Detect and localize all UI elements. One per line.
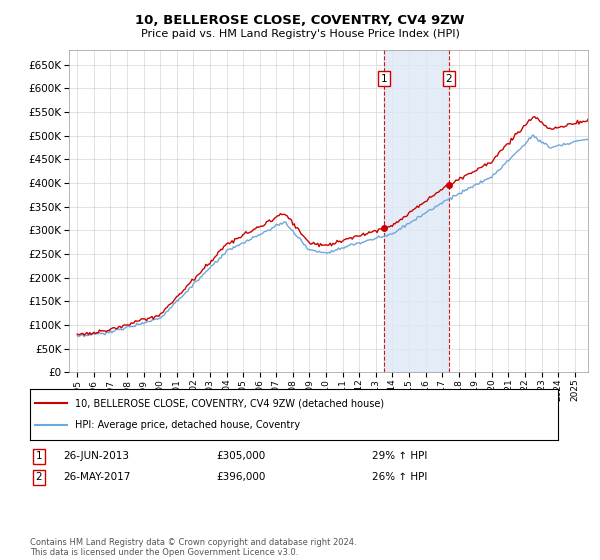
Text: 10, BELLEROSE CLOSE, COVENTRY, CV4 9ZW: 10, BELLEROSE CLOSE, COVENTRY, CV4 9ZW xyxy=(135,14,465,27)
Text: Contains HM Land Registry data © Crown copyright and database right 2024.
This d: Contains HM Land Registry data © Crown c… xyxy=(30,538,356,557)
Text: 26-JUN-2013: 26-JUN-2013 xyxy=(63,451,129,461)
Text: £305,000: £305,000 xyxy=(216,451,265,461)
Text: 2: 2 xyxy=(446,74,452,84)
Text: Price paid vs. HM Land Registry's House Price Index (HPI): Price paid vs. HM Land Registry's House … xyxy=(140,29,460,39)
Text: HPI: Average price, detached house, Coventry: HPI: Average price, detached house, Cove… xyxy=(75,421,300,431)
Text: 29% ↑ HPI: 29% ↑ HPI xyxy=(372,451,427,461)
Text: 26% ↑ HPI: 26% ↑ HPI xyxy=(372,472,427,482)
Text: 2: 2 xyxy=(35,472,43,482)
Text: 1: 1 xyxy=(380,74,387,84)
Text: £396,000: £396,000 xyxy=(216,472,265,482)
Text: 1: 1 xyxy=(35,451,43,461)
Text: 10, BELLEROSE CLOSE, COVENTRY, CV4 9ZW (detached house): 10, BELLEROSE CLOSE, COVENTRY, CV4 9ZW (… xyxy=(75,398,384,408)
Text: 26-MAY-2017: 26-MAY-2017 xyxy=(63,472,130,482)
